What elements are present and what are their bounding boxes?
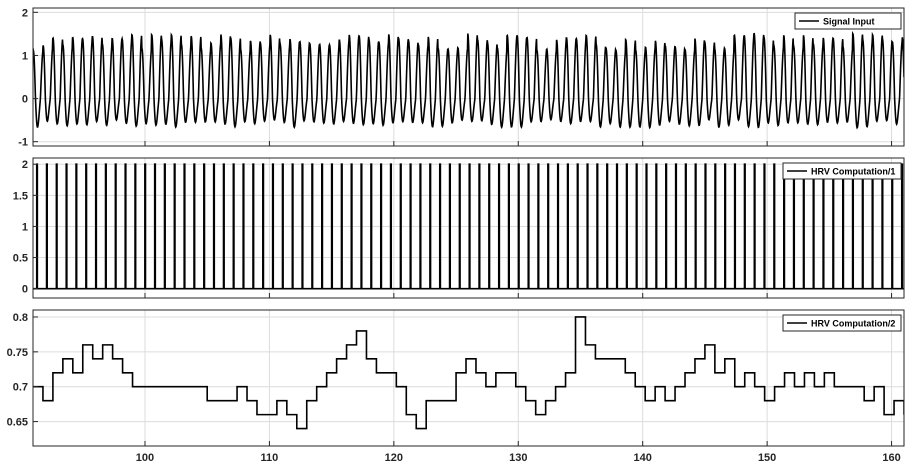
y-tick-label: 1 [22, 50, 28, 62]
y-tick-label: 1 [22, 221, 28, 233]
y-tick-label: 2 [22, 159, 28, 171]
legend-label: HRV Computation/2 [811, 319, 895, 329]
y-tick-label: 1.5 [13, 190, 28, 202]
legend-box [782, 314, 902, 332]
legend-label: HRV Computation/1 [811, 167, 895, 177]
x-tick-label: 150 [758, 452, 776, 464]
panel-signal-input: -1 0 1 2 Signal Input [18, 7, 905, 149]
y-tick-label: 0.8 [13, 312, 28, 324]
axes-background [33, 310, 904, 446]
y-tick-label: 0.7 [13, 382, 28, 394]
x-tick-label: 110 [261, 452, 279, 464]
x-tick-label: 130 [509, 452, 527, 464]
legend-box [794, 12, 902, 30]
series-line [33, 30, 904, 130]
x-tick-label: 120 [385, 452, 403, 464]
x-tick-label: 160 [882, 452, 900, 464]
panel-hrv-computation-2: 0.65 0.7 0.75 0.8 100 110 120 130 140 150 160 HRV C… [7, 309, 905, 464]
legend-label: Signal Input [823, 17, 875, 27]
y-tick-label: 0.5 [13, 253, 28, 265]
axes-frame [32, 157, 905, 299]
legend-box [782, 162, 902, 180]
series-line [33, 163, 904, 290]
x-tick-label: 100 [136, 452, 154, 464]
panel-hrv-computation-1: 0 0.5 1 1.5 2 HRV Computation/1 [13, 157, 905, 299]
y-tick-label: 0.75 [7, 347, 28, 359]
x-tick-label: 140 [634, 452, 652, 464]
axes-frame [32, 7, 905, 147]
y-tick-label: 0.65 [7, 417, 28, 429]
y-tick-label: -1 [18, 137, 28, 149]
legend: HRV Computation/2 [782, 314, 902, 332]
series-line [33, 316, 904, 430]
y-tick-label: 0 [22, 94, 28, 106]
legend: HRV Computation/1 [782, 162, 902, 180]
legend: Signal Input [794, 12, 902, 30]
y-tick-label: 2 [22, 7, 28, 19]
axes-frame [32, 309, 905, 447]
y-tick-label: 0 [22, 284, 28, 296]
